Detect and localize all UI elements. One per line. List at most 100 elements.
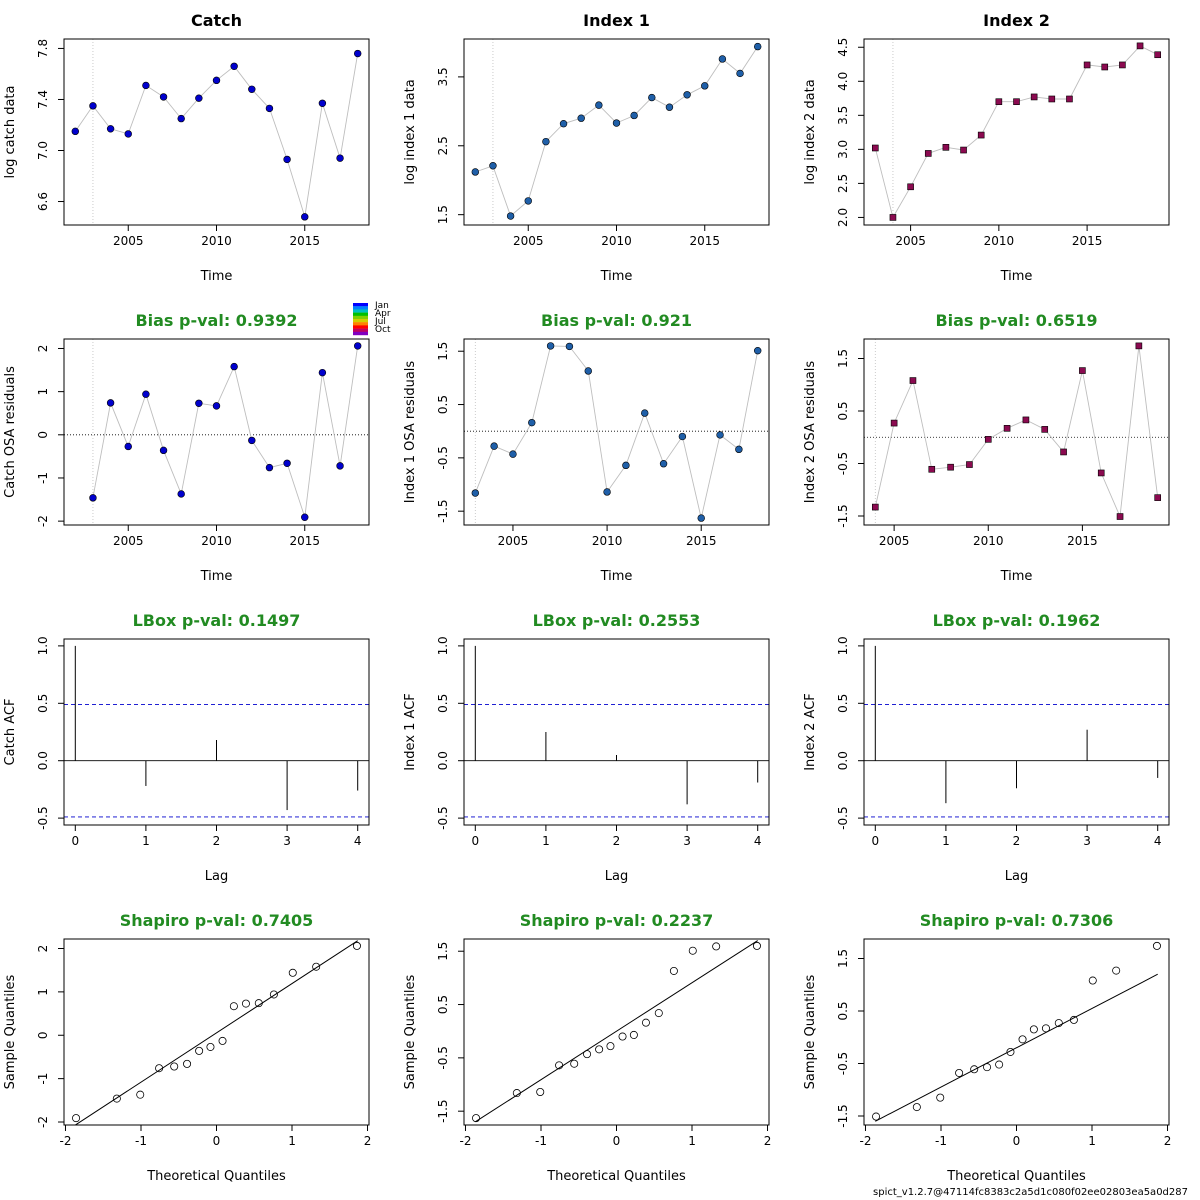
qq-point bbox=[936, 1093, 945, 1102]
y-tick-label: -2 bbox=[36, 515, 50, 527]
y-axis-label: log catch data bbox=[3, 86, 18, 179]
data-point bbox=[890, 419, 898, 427]
legend-label: Jul bbox=[374, 317, 386, 327]
x-tick-label: -2 bbox=[59, 1134, 71, 1148]
x-tick-label: 1 bbox=[142, 834, 150, 848]
data-point bbox=[683, 91, 691, 99]
y-tick-label: 1.0 bbox=[36, 636, 50, 655]
qq-point bbox=[629, 1030, 638, 1039]
legend-swatch bbox=[353, 312, 368, 316]
data-point bbox=[1060, 448, 1067, 456]
data-point bbox=[928, 465, 936, 473]
data-point bbox=[265, 463, 274, 472]
data-point bbox=[701, 82, 709, 90]
x-tick-label: 1 bbox=[1088, 1134, 1096, 1148]
y-tick-label: -0.5 bbox=[836, 1052, 850, 1075]
data-point bbox=[354, 49, 362, 58]
plot-frame bbox=[63, 638, 370, 826]
data-point bbox=[283, 459, 291, 467]
data-point bbox=[142, 81, 150, 90]
data-point bbox=[966, 461, 973, 468]
data-point bbox=[471, 168, 479, 176]
data-point bbox=[1154, 51, 1162, 59]
y-tick-label: 1.5 bbox=[436, 205, 450, 224]
panel-5: Bias p-val: 0.6519 2005 2010 2015 Time -1.5 -0… bbox=[803, 311, 1170, 584]
y-axis-label: log index 2 data bbox=[803, 79, 818, 184]
data-point bbox=[718, 55, 727, 63]
qq-point bbox=[618, 1032, 627, 1041]
data-point bbox=[301, 213, 309, 221]
panel-title: Shapiro p-val: 0.7405 bbox=[120, 911, 314, 930]
qq-point bbox=[1112, 966, 1121, 975]
y-tick-label: -0.5 bbox=[436, 1046, 450, 1069]
y-tick-label: 3.0 bbox=[836, 140, 850, 159]
data-point bbox=[889, 214, 897, 221]
x-tick-label: -2 bbox=[859, 1134, 871, 1148]
data-point bbox=[524, 197, 532, 205]
panel-3: Bias p-val: 0.9392 2005 2010 2015 Time -2 -1 0 1… bbox=[3, 311, 370, 584]
x-tick-label: 3 bbox=[283, 834, 291, 848]
data-point bbox=[565, 342, 574, 351]
qq-point bbox=[995, 1060, 1004, 1069]
legend-swatch bbox=[353, 309, 368, 313]
panel-11: Shapiro p-val: 0.7306 -2 -1 0 1 2 Theoretical … bbox=[803, 911, 1171, 1184]
panel-2: Index 2 2005 2010 2015 Time 2.0 2.5 3.0 3.5 4.0 4.… bbox=[803, 11, 1170, 284]
y-tick-label: -0.5 bbox=[36, 806, 50, 829]
x-axis-label: Time bbox=[200, 269, 233, 284]
y-tick-label: 1.5 bbox=[836, 349, 850, 368]
y-axis-label: Catch OSA residuals bbox=[3, 366, 18, 498]
qq-point bbox=[206, 1042, 215, 1051]
data-point bbox=[212, 76, 221, 85]
y-tick-label: 1.5 bbox=[836, 949, 850, 968]
y-tick-label: 1.0 bbox=[836, 636, 850, 655]
data-point bbox=[89, 494, 97, 502]
y-axis-label: Index 2 OSA residuals bbox=[803, 361, 818, 504]
x-axis-label: Time bbox=[1000, 569, 1033, 584]
qq-point bbox=[288, 968, 297, 977]
y-tick-label: 2.0 bbox=[836, 208, 850, 227]
x-tick-label: 2015 bbox=[289, 534, 320, 548]
x-tick-label: 2 bbox=[364, 1134, 372, 1148]
qq-point bbox=[254, 999, 263, 1008]
data-point bbox=[489, 162, 497, 170]
x-tick-label: 0 bbox=[213, 1134, 221, 1148]
y-axis-label: Index 2 ACF bbox=[803, 693, 818, 771]
data-point bbox=[195, 399, 203, 407]
y-tick-label: 0.5 bbox=[836, 401, 850, 420]
y-tick-label: 0.0 bbox=[36, 751, 50, 770]
qq-point bbox=[555, 1061, 564, 1070]
data-point bbox=[871, 144, 879, 152]
x-tick-label: 0 bbox=[871, 834, 879, 848]
x-axis-label: Theoretical Quantiles bbox=[146, 1169, 286, 1184]
data-point bbox=[336, 154, 344, 162]
x-tick-label: 2015 bbox=[686, 534, 717, 548]
x-axis-label: Time bbox=[1000, 269, 1033, 284]
data-point bbox=[1101, 63, 1109, 71]
y-tick-label: 2 bbox=[36, 945, 50, 953]
x-tick-label: 4 bbox=[354, 834, 362, 848]
y-tick-label: -1.5 bbox=[436, 499, 450, 522]
y-tick-label: 4.0 bbox=[836, 72, 850, 91]
y-tick-label: 0.0 bbox=[836, 751, 850, 770]
qq-point bbox=[1029, 1025, 1038, 1034]
qq-point bbox=[688, 946, 697, 955]
data-point bbox=[754, 42, 762, 51]
y-tick-label: -1 bbox=[36, 1073, 50, 1085]
plot-frame bbox=[863, 938, 1170, 1126]
data-point bbox=[1030, 93, 1038, 101]
qq-point bbox=[155, 1064, 164, 1073]
data-point bbox=[301, 513, 309, 521]
y-tick-label: 0 bbox=[36, 1031, 50, 1039]
x-tick-label: 2 bbox=[213, 834, 221, 848]
data-point bbox=[177, 490, 185, 498]
data-point bbox=[960, 146, 967, 154]
data-point bbox=[577, 114, 585, 122]
y-axis-label: Sample Quantiles bbox=[3, 974, 18, 1089]
data-point bbox=[871, 503, 879, 511]
qq-point bbox=[1018, 1035, 1027, 1044]
data-point bbox=[528, 418, 536, 427]
x-axis-label: Time bbox=[600, 569, 633, 584]
data-point bbox=[612, 119, 621, 127]
y-tick-label: -1.5 bbox=[836, 504, 850, 527]
